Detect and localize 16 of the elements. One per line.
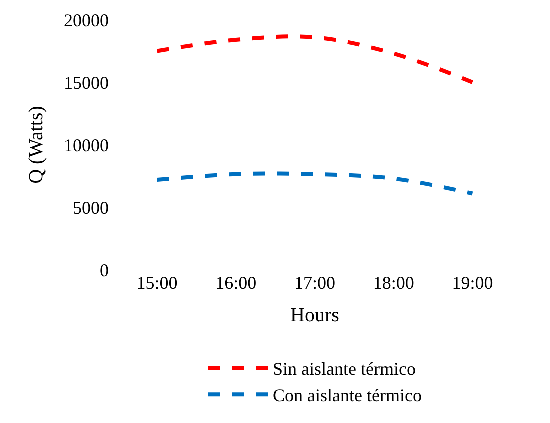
x-tick-label: 19:00 <box>452 273 494 293</box>
legend-label: Sin aislante térmico <box>273 359 416 380</box>
x-tick-label: 18:00 <box>373 273 414 293</box>
y-tick-label: 15000 <box>64 72 109 93</box>
x-tick-label: 16:00 <box>216 273 257 293</box>
y-tick-label: 5000 <box>73 198 109 218</box>
y-tick-label: 20000 <box>64 10 109 30</box>
legend-label: Con aislante térmico <box>273 386 422 406</box>
y-tick-label: 0 <box>100 260 109 280</box>
x-tick-label: 17:00 <box>294 273 336 293</box>
y-tick-label: 10000 <box>64 135 109 156</box>
x-axis-title: Hours <box>290 304 340 326</box>
x-tick-label: 15:00 <box>136 273 178 293</box>
y-axis-title: Q (Watts) <box>26 106 48 184</box>
line-series <box>155 172 475 196</box>
line-series <box>155 34 475 84</box>
